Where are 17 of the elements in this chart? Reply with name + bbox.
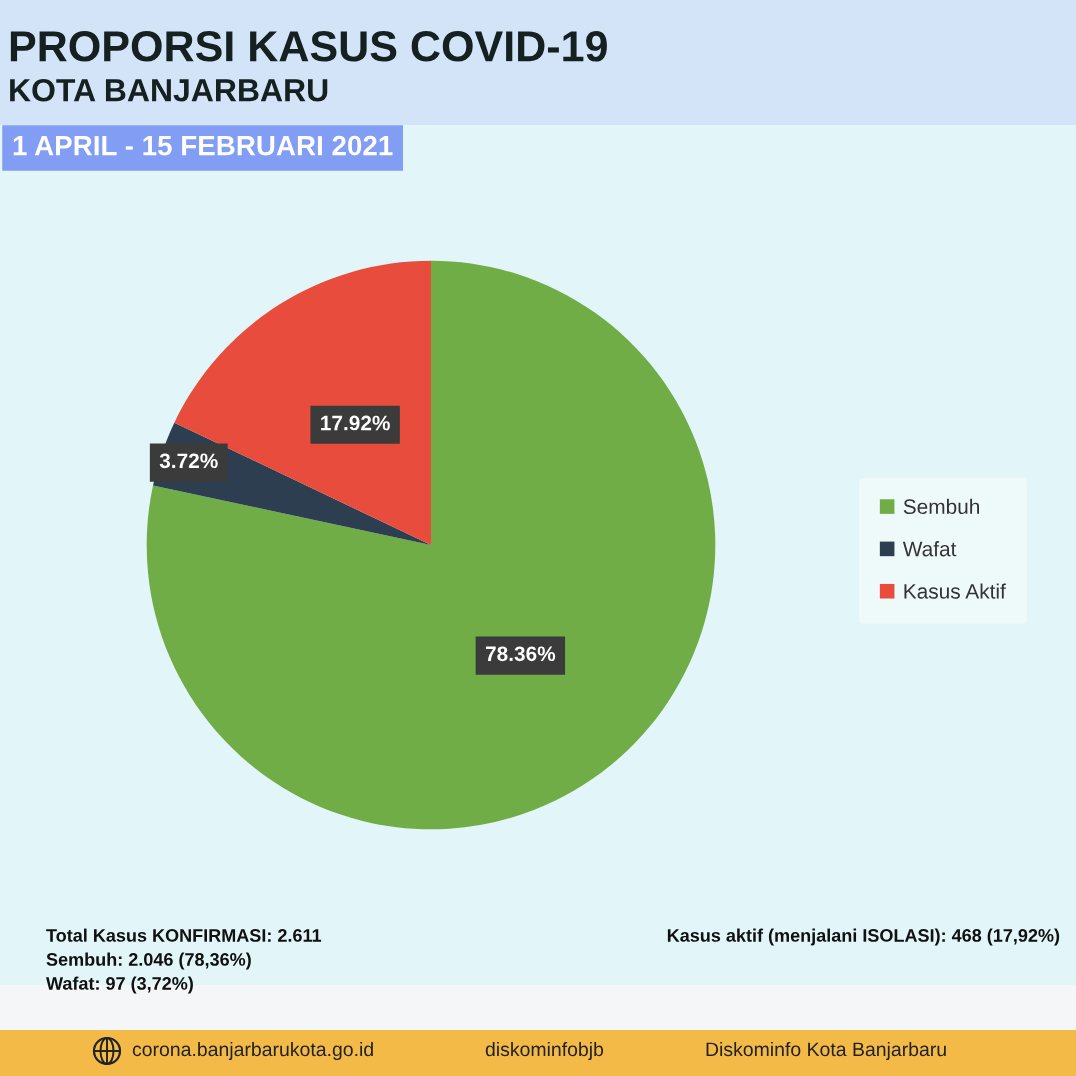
legend-label: Kasus Aktif [904,583,1006,599]
text: Diskominfo Kota Banjarbaru [706,1041,946,1061]
text: Wafat: 97 (3,72%) [46,976,193,994]
data-label: 3.72% [159,453,218,469]
legend-label: Sembuh [903,498,980,515]
text: Total Kasus KONFIRMASI: 2.611 [46,928,322,942]
data-label: 78.36% [485,646,556,662]
text: 1 APRIL - 15 FEBRUARI 2021 [13,135,393,156]
chart-subtitle: KOTA BANJARBARU [10,78,328,102]
legend-label: Wafat [902,541,957,557]
data-label: 17.92% [321,415,390,431]
text: Kasus aktif (menjalani ISOLASI): 468 (17,92%) [667,928,1060,946]
text: corona.banjarbarukota.go.id [132,1041,373,1061]
text: Sembuh: 2.046 (78,36%) [46,952,251,970]
text: diskominfobjb [485,1041,604,1061]
pie-slice [146,260,716,830]
chart-title: PROPORSI KASUS COVID-19 [10,31,607,62]
